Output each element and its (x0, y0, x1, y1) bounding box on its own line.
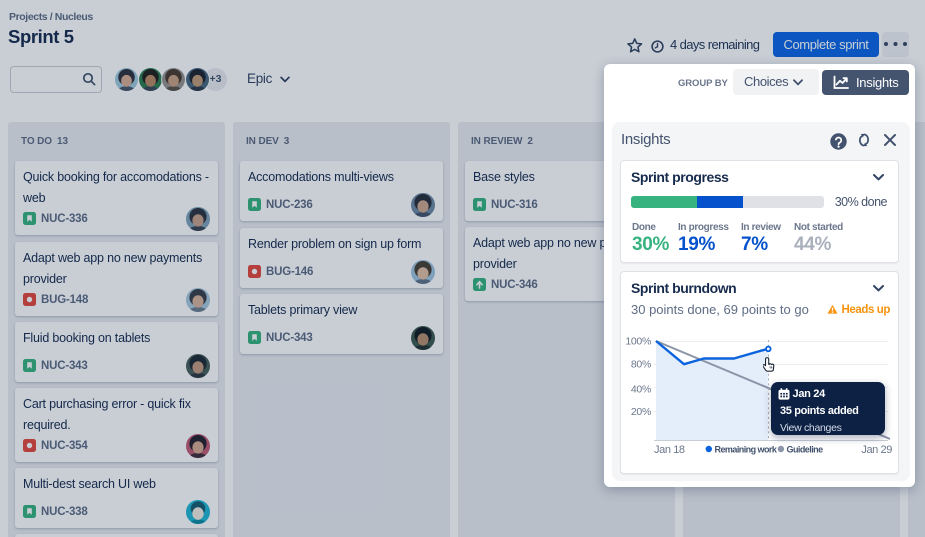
svg-text:Remaining work: Remaining work (715, 445, 778, 455)
svg-text:Jan 18: Jan 18 (654, 444, 685, 456)
svg-text:20%: 20% (631, 406, 651, 418)
svg-text:100%: 100% (625, 336, 651, 348)
svg-text:40%: 40% (631, 384, 651, 396)
svg-text:Guideline: Guideline (787, 445, 824, 455)
svg-text:Jan 29: Jan 29 (861, 444, 892, 456)
svg-text:80%: 80% (631, 359, 651, 371)
